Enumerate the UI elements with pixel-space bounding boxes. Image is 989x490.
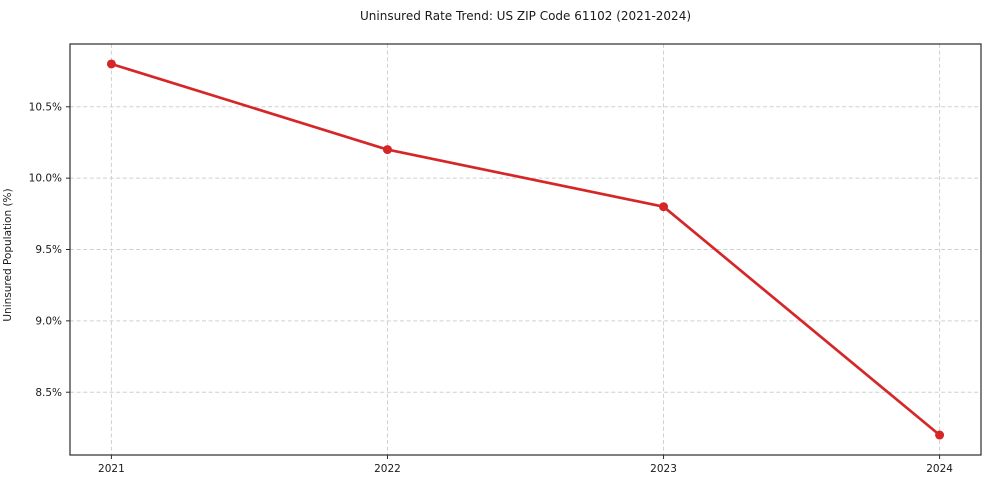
data-point-marker [382, 145, 392, 155]
y-tick-label: 8.5% [35, 387, 62, 399]
x-tick-label: 2024 [926, 463, 953, 475]
data-point-marker [659, 202, 669, 212]
plot-border [69, 43, 982, 456]
data-point-marker [935, 430, 945, 440]
trend-line [110, 62, 941, 437]
x-tick-label: 2021 [98, 463, 125, 475]
data-point-marker [106, 59, 116, 69]
y-tick-label: 9.5% [35, 244, 62, 256]
x-tick-label: 2023 [650, 463, 677, 475]
y-tick-label: 10.0% [29, 173, 62, 185]
x-tick-label: 2022 [374, 463, 401, 475]
y-tick-label: 9.0% [35, 315, 62, 327]
y-tick-label: 10.5% [29, 101, 62, 113]
chart-title: Uninsured Rate Trend: US ZIP Code 61102 … [359, 9, 692, 23]
